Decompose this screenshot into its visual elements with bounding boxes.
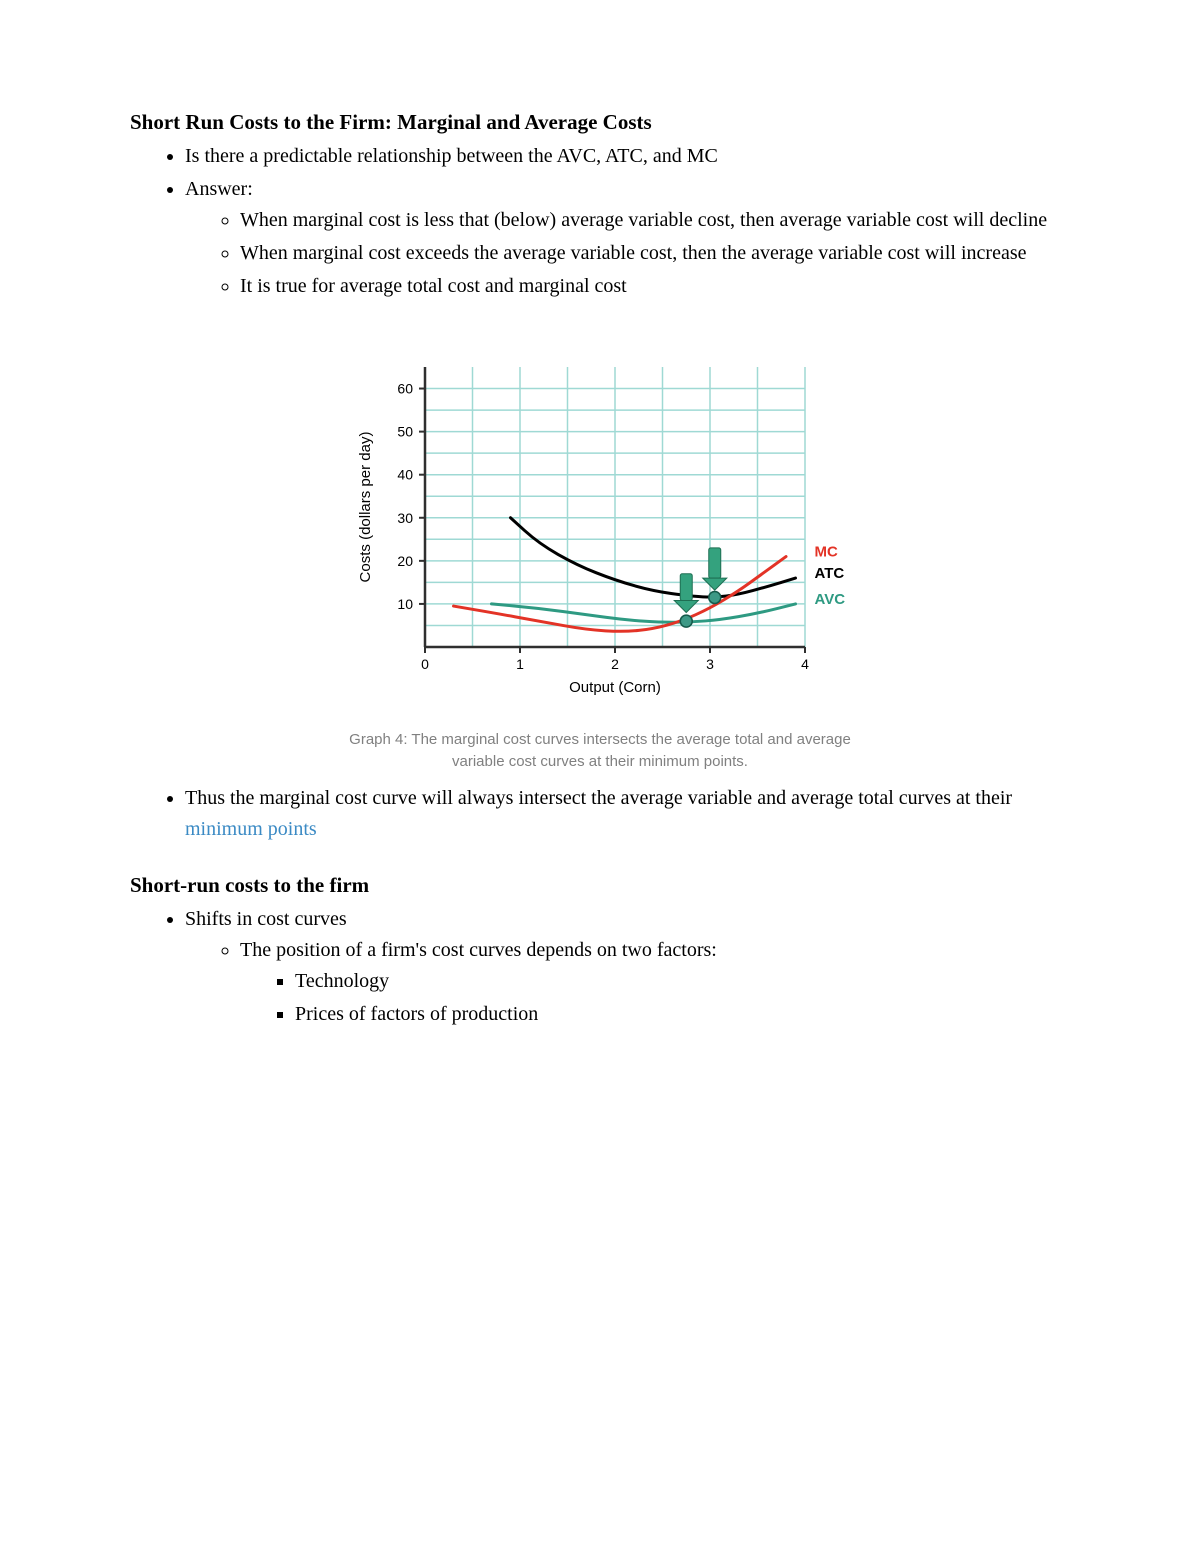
heading-main: Short Run Costs to the Firm: Marginal an… [130, 110, 1070, 135]
factors-intro-text: The position of a firm's cost curves dep… [240, 939, 717, 961]
answer-item-2: When marginal cost exceeds the average v… [240, 238, 1070, 269]
svg-text:10: 10 [397, 596, 413, 612]
conclusion-bullet: Thus the marginal cost curve will always… [185, 783, 1070, 845]
factor-prices: Prices of factors of production [295, 999, 1070, 1030]
factor-technology: Technology [295, 966, 1070, 997]
conclusion-list: Thus the marginal cost curve will always… [130, 783, 1070, 845]
bullet-list-1: Is there a predictable relationship betw… [130, 141, 1070, 302]
svg-text:ATC: ATC [815, 565, 845, 582]
svg-text:4: 4 [801, 656, 809, 672]
svg-text:60: 60 [397, 381, 413, 397]
bullet-question: Is there a predictable relationship betw… [185, 141, 1070, 172]
svg-text:MC: MC [815, 544, 838, 561]
svg-text:20: 20 [397, 553, 413, 569]
svg-text:2: 2 [611, 656, 619, 672]
svg-text:30: 30 [397, 510, 413, 526]
svg-text:AVC: AVC [815, 591, 846, 608]
svg-text:0: 0 [421, 656, 429, 672]
conclusion-link[interactable]: minimum points [185, 818, 317, 840]
caption-line-1: Graph 4: The marginal cost curves inters… [349, 731, 851, 748]
cost-curves-chart: 10 20 30 40 50 60 0 1 2 3 4 Output (Corn) Costs (dol… [320, 342, 880, 712]
chart-caption: Graph 4: The marginal cost curves inters… [130, 729, 1070, 773]
chart-container: 10 20 30 40 50 60 0 1 2 3 4 Output (Corn) Costs (dol… [130, 342, 1070, 773]
svg-text:40: 40 [397, 467, 413, 483]
conclusion-text: Thus the marginal cost curve will always… [185, 787, 1012, 809]
answer-sublist: When marginal cost is less that (below) … [185, 205, 1070, 302]
heading-secondary: Short-run costs to the firm [130, 873, 1070, 898]
factors-intro: The position of a firm's cost curves dep… [240, 935, 1070, 1030]
svg-text:Costs (dollars per day): Costs (dollars per day) [357, 432, 374, 583]
factors-list: Technology Prices of factors of producti… [240, 966, 1070, 1030]
answer-item-1: When marginal cost is less that (below) … [240, 205, 1070, 236]
page: Short Run Costs to the Firm: Marginal an… [0, 0, 1200, 1553]
svg-text:Output (Corn): Output (Corn) [569, 679, 661, 696]
bullet-list-2: Shifts in cost curves The position of a … [130, 904, 1070, 1030]
shifts-bullet: Shifts in cost curves The position of a … [185, 904, 1070, 1030]
svg-text:50: 50 [397, 424, 413, 440]
answer-label: Answer: [185, 178, 253, 200]
bullet-answer: Answer: When marginal cost is less that … [185, 174, 1070, 302]
svg-text:1: 1 [516, 656, 524, 672]
shifts-sublist: The position of a firm's cost curves dep… [185, 935, 1070, 1030]
answer-item-3: It is true for average total cost and ma… [240, 271, 1070, 302]
caption-line-2: variable cost curves at their minimum po… [452, 753, 748, 770]
svg-text:3: 3 [706, 656, 714, 672]
shifts-label: Shifts in cost curves [185, 908, 347, 930]
